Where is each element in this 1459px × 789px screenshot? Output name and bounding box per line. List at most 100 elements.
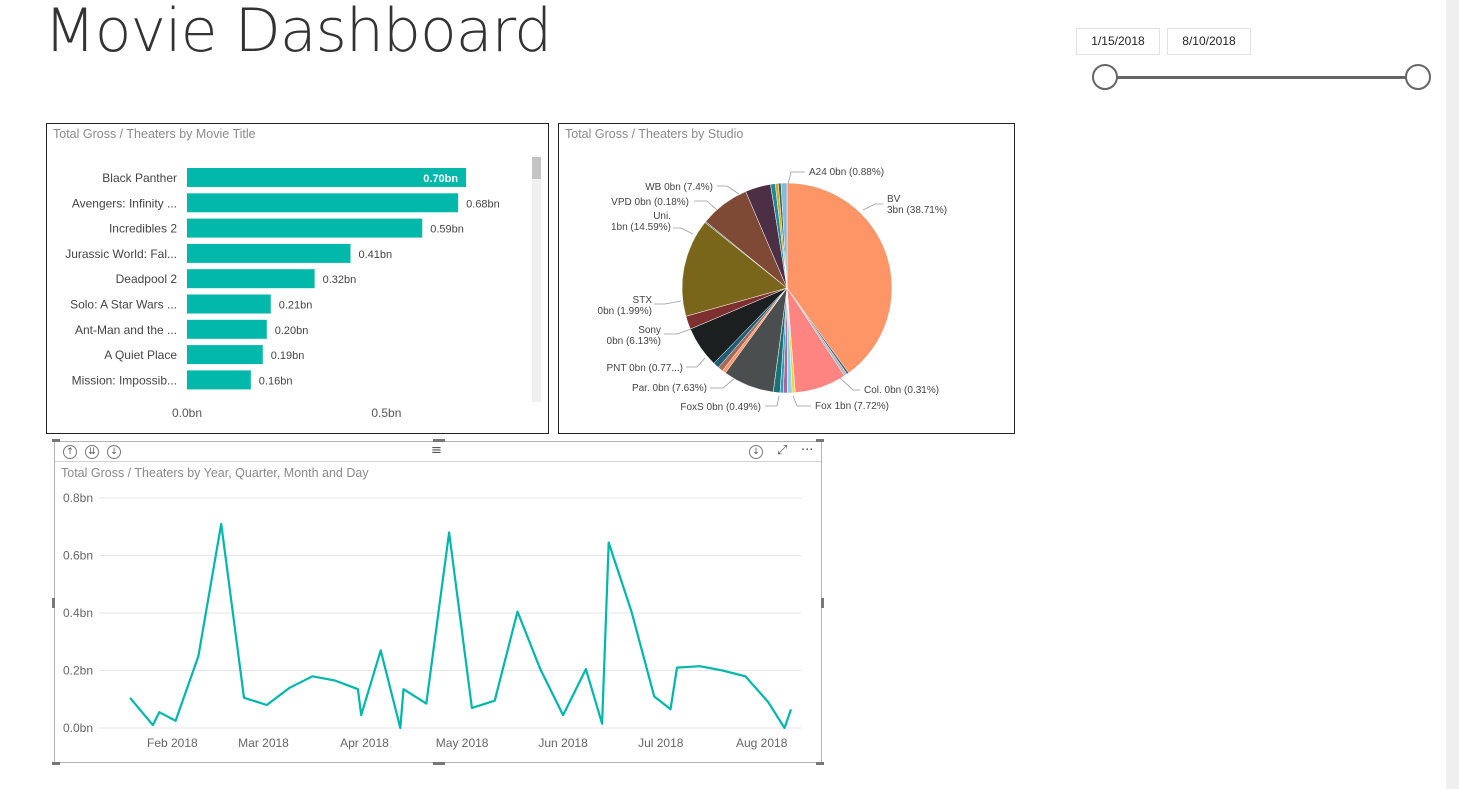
bar[interactable] bbox=[187, 218, 423, 238]
pie-leader-line bbox=[717, 185, 740, 195]
drill-up-icon[interactable]: ↑ bbox=[63, 445, 77, 459]
start-date-input[interactable]: 1/15/2018 bbox=[1076, 28, 1160, 55]
end-date-slider-handle[interactable] bbox=[1405, 64, 1431, 90]
bar-category-label: Incredibles 2 bbox=[109, 222, 177, 236]
more-options-icon[interactable]: ··· bbox=[801, 443, 814, 458]
bar[interactable] bbox=[187, 168, 467, 187]
bar-value-label: 0.16bn bbox=[259, 375, 293, 387]
x-axis-tick-label: May 2018 bbox=[436, 736, 489, 750]
x-axis-tick-label: Apr 2018 bbox=[340, 736, 389, 750]
drag-handle-icon[interactable]: ≡ bbox=[431, 443, 442, 458]
bar-category-label: Deadpool 2 bbox=[116, 272, 178, 286]
resize-bottom-handle[interactable] bbox=[433, 762, 445, 765]
date-range-slider-track[interactable] bbox=[1106, 76, 1419, 79]
bar[interactable] bbox=[187, 294, 271, 314]
pie-slice-label: Fox 1bn (7.72%) bbox=[815, 401, 889, 412]
pie-slice-label: 0bn (6.13%) bbox=[607, 336, 661, 347]
y-axis-tick-label: 0.8bn bbox=[63, 491, 93, 505]
pie-slice-label: Uni. bbox=[653, 211, 671, 222]
bar-category-label: Ant-Man and the ... bbox=[75, 323, 177, 337]
pie-slice-label: Par. 0bn (7.63%) bbox=[632, 383, 707, 394]
bar[interactable] bbox=[187, 345, 263, 365]
y-axis-tick-label: 0.2bn bbox=[63, 664, 93, 678]
pie-slice-label: PNT 0bn (0.77...) bbox=[606, 363, 683, 374]
bar-value-label: 0.20bn bbox=[275, 325, 309, 337]
y-axis-tick-label: 0.4bn bbox=[63, 606, 93, 620]
resize-corner-handle[interactable] bbox=[816, 762, 824, 765]
bar-value-label: 0.21bn bbox=[279, 300, 313, 312]
pie-chart-title: Total Gross / Theaters by Studio bbox=[565, 127, 744, 141]
x-axis-tick-label: 0.0bn bbox=[172, 406, 202, 420]
bar-category-label: Solo: A Star Wars ... bbox=[70, 298, 177, 312]
pie-slice-label: Sony bbox=[638, 325, 661, 336]
line-chart-title: Total Gross / Theaters by Year, Quarter,… bbox=[61, 466, 369, 480]
resize-corner-handle[interactable] bbox=[52, 439, 60, 442]
pie-leader-line bbox=[664, 328, 692, 335]
resize-side-handle[interactable] bbox=[821, 598, 824, 608]
pie-slice[interactable] bbox=[681, 222, 788, 317]
bar-value-label: 0.70bn bbox=[423, 173, 458, 185]
pie-chart-panel[interactable]: Total Gross / Theaters by Studio A24 0bn… bbox=[558, 123, 1015, 434]
page-scrollbar[interactable] bbox=[1446, 0, 1459, 789]
bar-category-label: Avengers: Infinity ... bbox=[72, 196, 177, 210]
bar[interactable] bbox=[187, 193, 459, 213]
bar[interactable] bbox=[187, 319, 267, 339]
bar[interactable] bbox=[187, 243, 351, 263]
pie-leader-line bbox=[710, 377, 736, 389]
expand-level-icon[interactable]: ⇊ bbox=[85, 445, 99, 459]
bar[interactable] bbox=[187, 269, 315, 289]
x-axis-tick-label: Aug 2018 bbox=[736, 736, 788, 750]
resize-side-handle[interactable] bbox=[52, 598, 55, 608]
pie-slice-label: VPD 0bn (0.18%) bbox=[611, 197, 689, 208]
visual-header: ↑ ⇊ ↓ ≡ ↓ ⤢ ··· bbox=[55, 442, 821, 462]
pie-slice[interactable] bbox=[786, 182, 893, 374]
pie-slice-label: 1bn (14.59%) bbox=[611, 222, 671, 233]
bar-value-label: 0.19bn bbox=[271, 350, 305, 362]
pie-leader-line bbox=[765, 395, 780, 407]
bar-category-label: Mission: Impossib... bbox=[72, 373, 177, 387]
drill-down-mode-icon[interactable]: ↓ bbox=[107, 445, 121, 459]
bar-chart-panel[interactable]: Total Gross / Theaters by Movie Title Bl… bbox=[46, 123, 549, 434]
line-series[interactable] bbox=[129, 522, 793, 730]
bar-category-label: Jurassic World: Fal... bbox=[65, 247, 177, 261]
pie-slice-label: BV bbox=[887, 194, 901, 205]
pie-slice-label: WB 0bn (7.4%) bbox=[645, 182, 713, 193]
focus-mode-icon[interactable]: ⤢ bbox=[777, 443, 788, 458]
bar-chart-title: Total Gross / Theaters by Movie Title bbox=[53, 127, 256, 141]
pie-leader-line bbox=[862, 203, 883, 211]
line-chart-panel[interactable]: ↑ ⇊ ↓ ≡ ↓ ⤢ ··· Total Gross / Theaters b… bbox=[52, 439, 824, 765]
pie-slice-label: FoxS 0bn (0.49%) bbox=[680, 402, 761, 413]
bar-category-label: Black Panther bbox=[102, 171, 177, 185]
start-date-slider-handle[interactable] bbox=[1092, 64, 1118, 90]
pie-leader-line bbox=[787, 171, 805, 185]
pie-slice-label: 0bn (1.99%) bbox=[598, 306, 652, 317]
bar-value-label: 0.68bn bbox=[466, 198, 500, 210]
bar[interactable] bbox=[187, 370, 251, 390]
download-icon[interactable]: ↓ bbox=[749, 445, 763, 459]
page-title: Movie Dashboard bbox=[44, 0, 552, 66]
pie-slice-label: STX bbox=[633, 295, 653, 306]
x-axis-tick-label: Mar 2018 bbox=[238, 736, 289, 750]
resize-corner-handle[interactable] bbox=[52, 762, 60, 765]
x-axis-tick-label: 0.5bn bbox=[371, 406, 401, 420]
pie-slice-label: 3bn (38.71%) bbox=[887, 205, 947, 216]
pie-leader-line bbox=[694, 200, 718, 211]
x-axis-tick-label: Jul 2018 bbox=[638, 736, 684, 750]
resize-corner-handle[interactable] bbox=[816, 439, 824, 442]
resize-top-handle[interactable] bbox=[433, 439, 445, 442]
y-axis-tick-label: 0.6bn bbox=[63, 549, 93, 563]
pie-slice-label: Col. 0bn (0.31%) bbox=[864, 385, 939, 396]
pie-leader-line bbox=[792, 395, 811, 407]
pie-slice[interactable] bbox=[780, 182, 788, 289]
line-chart[interactable]: 0.0bn 0.2bn 0.4bn 0.6bn 0.8bn Feb 2018 Mar 201… bbox=[55, 462, 821, 762]
end-date-input[interactable]: 8/10/2018 bbox=[1167, 28, 1251, 55]
bar-chart-scrollbar[interactable] bbox=[532, 157, 541, 402]
pie-slice-label: A24 0bn (0.88%) bbox=[809, 167, 884, 178]
bar-value-label: 0.41bn bbox=[358, 249, 392, 261]
y-axis-tick-label: 0.0bn bbox=[63, 721, 93, 735]
x-axis-tick-label: Feb 2018 bbox=[147, 736, 198, 750]
bar-chart-scrollbar-thumb[interactable] bbox=[532, 157, 541, 179]
bar-category-label: A Quiet Place bbox=[104, 348, 177, 362]
bar-chart[interactable]: Black Panther 0.70bn Avengers: Infinity ..… bbox=[47, 124, 548, 433]
